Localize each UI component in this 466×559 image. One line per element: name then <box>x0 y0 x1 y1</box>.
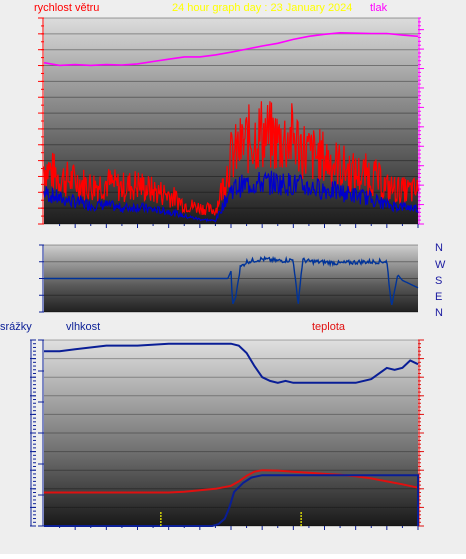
wind-average-line <box>43 170 419 223</box>
compass-n-top: N <box>435 242 443 254</box>
wind-speed-axis <box>38 17 44 225</box>
wind-time-axis <box>59 224 419 228</box>
rain-humidity-temp-series <box>44 342 419 527</box>
pressure-line <box>43 31 419 67</box>
pressure-axis <box>418 17 424 225</box>
compass-w: W <box>435 259 446 271</box>
humidity-axis <box>30 339 36 527</box>
compass-e: E <box>435 291 442 303</box>
rain-humidity-temp-plot-area <box>44 340 418 526</box>
compass-n-bottom: N <box>435 307 443 319</box>
temperature-label: teplota <box>312 321 346 333</box>
rain-line <box>44 474 419 527</box>
wind-direction-axis <box>39 244 44 313</box>
pressure-label: tlak <box>370 2 388 14</box>
wind-speed-label: rychlost větru <box>34 2 99 14</box>
wind-direction-series <box>44 255 419 305</box>
temperature-line <box>44 469 419 494</box>
compass-s: S <box>435 275 442 287</box>
wind-gust-line <box>43 101 419 216</box>
humidity-line <box>44 342 419 384</box>
wind-direction-line <box>44 255 419 305</box>
humidity-label: vlhkost <box>66 321 100 333</box>
rain-axis <box>38 339 44 527</box>
wind-pressure-series <box>43 31 419 223</box>
rain-label: srážky <box>0 321 32 333</box>
chart-title: 24 hour graph day : 23 January 2024 <box>172 2 352 14</box>
